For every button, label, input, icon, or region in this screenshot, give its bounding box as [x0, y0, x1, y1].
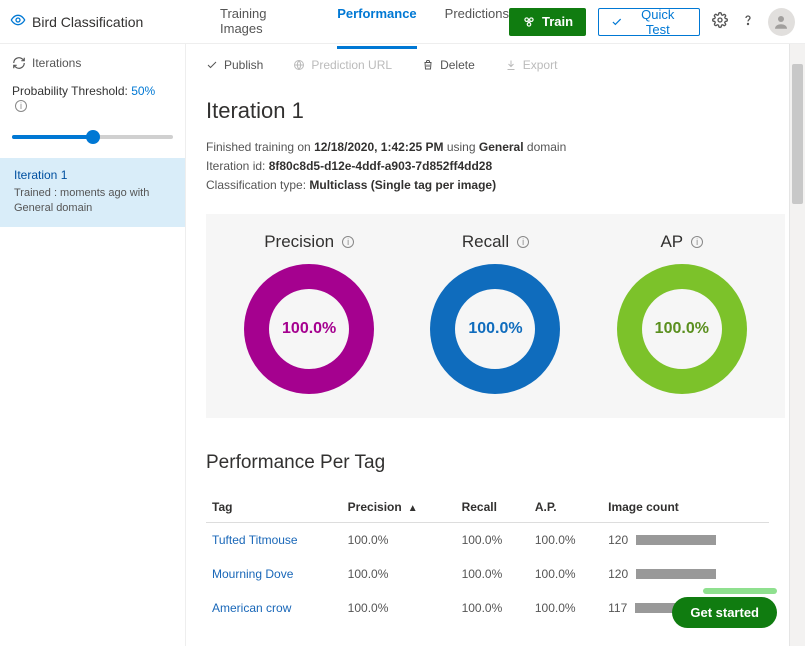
delete-action[interactable]: Delete: [422, 58, 475, 72]
iteration-actions: Publish Prediction URL Delete Export: [206, 44, 785, 86]
metric-precision: Precisioni100.0%: [244, 232, 374, 394]
col-tag[interactable]: Tag: [206, 492, 342, 523]
iteration-title: Iteration 1: [206, 98, 785, 124]
get-started-button[interactable]: Get started: [672, 597, 777, 628]
train-button[interactable]: Train: [509, 8, 586, 36]
eye-icon: [10, 12, 26, 31]
metric-ap: APi100.0%: [617, 232, 747, 394]
threshold-value: 50%: [131, 84, 155, 98]
brand: Bird Classification: [10, 12, 180, 31]
tag-link[interactable]: American crow: [212, 601, 291, 615]
table-row: Tufted Titmouse100.0%100.0%100.0%120: [206, 522, 769, 557]
progress-indicator: [703, 588, 777, 594]
iterations-label: Iterations: [32, 56, 81, 70]
quick-test-label: Quick Test: [629, 7, 687, 37]
train-label: Train: [542, 14, 573, 29]
prediction-url-action: Prediction URL: [293, 58, 392, 72]
top-tabs: Training Images Performance Predictions: [220, 0, 509, 49]
gear-icon[interactable]: [712, 12, 728, 31]
quick-test-button[interactable]: Quick Test: [598, 8, 700, 36]
top-actions: Train Quick Test: [509, 8, 795, 36]
threshold-slider[interactable]: [12, 128, 173, 146]
main-layout: Iterations Probability Threshold: 50% i …: [0, 44, 805, 646]
info-icon[interactable]: i: [691, 236, 703, 248]
tab-performance[interactable]: Performance: [337, 0, 416, 49]
scrollbar-thumb[interactable]: [792, 64, 803, 204]
tab-training[interactable]: Training Images: [220, 0, 309, 49]
tag-link[interactable]: Mourning Dove: [212, 567, 293, 581]
info-icon[interactable]: i: [517, 236, 529, 248]
col-recall[interactable]: Recall: [456, 492, 529, 523]
tag-link[interactable]: Tufted Titmouse: [212, 533, 298, 547]
project-title: Bird Classification: [32, 14, 143, 30]
iteration-item-name: Iteration 1: [14, 168, 173, 182]
sidebar: Iterations Probability Threshold: 50% i …: [0, 44, 186, 646]
sort-caret-icon: ▲: [408, 503, 418, 514]
top-bar: Bird Classification Training ImagesPerfo…: [0, 0, 805, 44]
help-icon[interactable]: [740, 12, 756, 31]
col-image-count[interactable]: Image count: [602, 492, 769, 523]
info-icon[interactable]: i: [15, 100, 27, 112]
tab-predictions[interactable]: Predictions: [445, 0, 509, 49]
col-a-p-[interactable]: A.P.: [529, 492, 602, 523]
perf-per-tag-title: Performance Per Tag: [206, 452, 785, 474]
iteration-item-subtitle: Trained : moments ago with General domai…: [14, 186, 173, 217]
info-icon[interactable]: i: [342, 236, 354, 248]
table-row: Mourning Dove100.0%100.0%100.0%120: [206, 557, 769, 591]
publish-action[interactable]: Publish: [206, 58, 263, 72]
sidebar-iterations-header: Iterations: [0, 54, 185, 80]
col-precision[interactable]: Precision▲: [342, 492, 456, 523]
sidebar-iteration-item[interactable]: Iteration 1 Trained : moments ago with G…: [0, 158, 185, 227]
main-panel: Publish Prediction URL Delete Export Ite…: [186, 44, 805, 646]
threshold-block: Probability Threshold: 50% i: [0, 80, 185, 122]
export-action: Export: [505, 58, 558, 72]
scrollbar[interactable]: [789, 44, 805, 646]
metrics-box: Precisioni100.0% Recalli100.0% APi100.0%: [206, 214, 785, 418]
metric-recall: Recalli100.0%: [430, 232, 560, 394]
avatar[interactable]: [768, 8, 795, 36]
threshold-label: Probability Threshold:: [12, 84, 128, 98]
iteration-meta: Finished training on 12/18/2020, 1:42:25…: [206, 138, 785, 196]
